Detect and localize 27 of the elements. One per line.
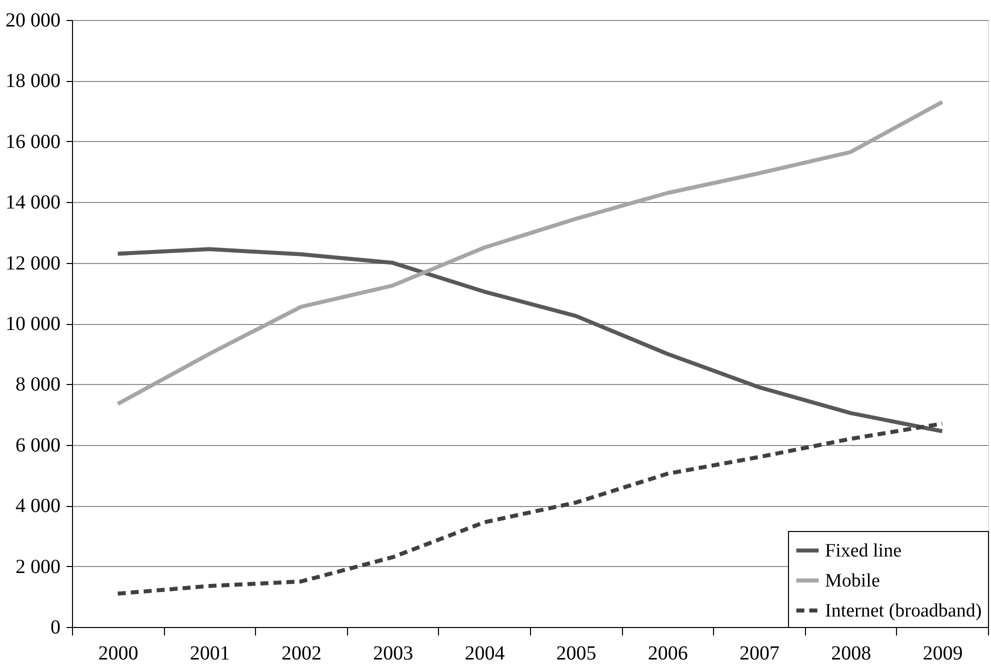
x-tick-label: 2008	[831, 642, 872, 664]
x-tick-label: 2007	[740, 642, 780, 664]
y-tick-label: 8 000	[16, 374, 60, 396]
y-tick-label: 16 000	[6, 130, 60, 153]
x-tick-label: 2009	[922, 642, 963, 664]
legend-label: Mobile	[825, 570, 880, 592]
x-tick-label: 2004	[464, 642, 505, 664]
line-series	[116, 422, 944, 596]
y-tick-label: 2 000	[16, 556, 60, 578]
y-tick-label: 14 000	[6, 192, 60, 214]
line-series	[116, 100, 944, 406]
line-series	[116, 247, 944, 434]
x-tick-label: 2002	[282, 642, 322, 664]
x-tick-label: 2005	[556, 642, 596, 664]
x-tick-label: 2006	[648, 642, 688, 664]
y-tick-label: 18 000	[6, 70, 60, 92]
legend-label: Fixed line	[825, 540, 902, 562]
x-tick-label: 2000	[98, 642, 138, 664]
y-tick-label: 12 000	[6, 252, 60, 274]
legend-label: Internet (broadband)	[825, 600, 982, 622]
y-tick-label: 6 000	[16, 434, 60, 456]
x-tick-label: 2001	[190, 642, 230, 664]
x-tick-label: 2003	[373, 642, 414, 664]
y-tick-label: 20 000	[6, 10, 60, 32]
y-tick-label: 4 000	[16, 495, 60, 518]
y-tick-label: 10 000	[6, 313, 60, 335]
y-tick-label: 0	[50, 616, 60, 638]
